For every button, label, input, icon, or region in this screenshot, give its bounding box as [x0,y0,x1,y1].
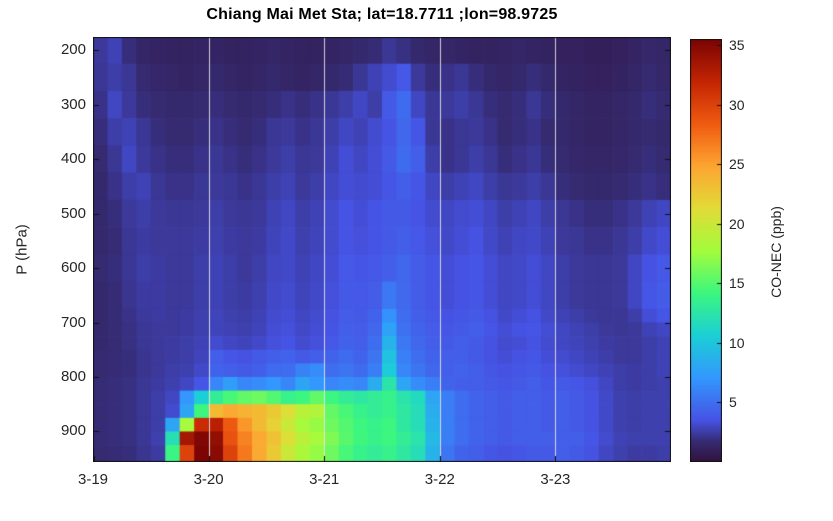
colorbar-tick-label: 5 [729,394,737,411]
y-tick-label: 600 [60,259,86,277]
colorbar-tick-label: 10 [729,334,745,351]
chart-title: Chiang Mai Met Sta; lat=18.7711 ;lon=98.… [206,6,558,23]
y-tick-label: 400 [60,150,86,168]
x-tick-label: 3-19 [77,471,109,488]
colorbar [690,39,722,462]
x-tick-label: 3-23 [540,471,571,488]
colorbar-tick-label: 30 [729,96,745,113]
x-tick-label: 3-22 [424,471,455,488]
x-tick-label: 3-21 [309,471,340,488]
colorbar-tick-label: 25 [729,156,745,173]
y-tick-label: 500 [60,204,86,222]
x-tick-label: 3-20 [193,471,224,488]
colorbar-tick-label: 20 [729,215,745,232]
y-tick-label: 900 [60,422,86,440]
y-tick-label: 200 [60,41,86,59]
y-tick-label: 800 [60,368,86,385]
y-tick-label: 300 [60,95,86,113]
colorbar-label: CO-NEC (ppb) [768,206,784,298]
y-tick-label: 700 [60,313,86,331]
y-axis-label: P (hPa) [13,224,31,275]
colorbar-tick-label: 35 [729,36,745,53]
heatmap-plot [93,37,671,462]
colorbar-tick-label: 15 [729,275,745,292]
